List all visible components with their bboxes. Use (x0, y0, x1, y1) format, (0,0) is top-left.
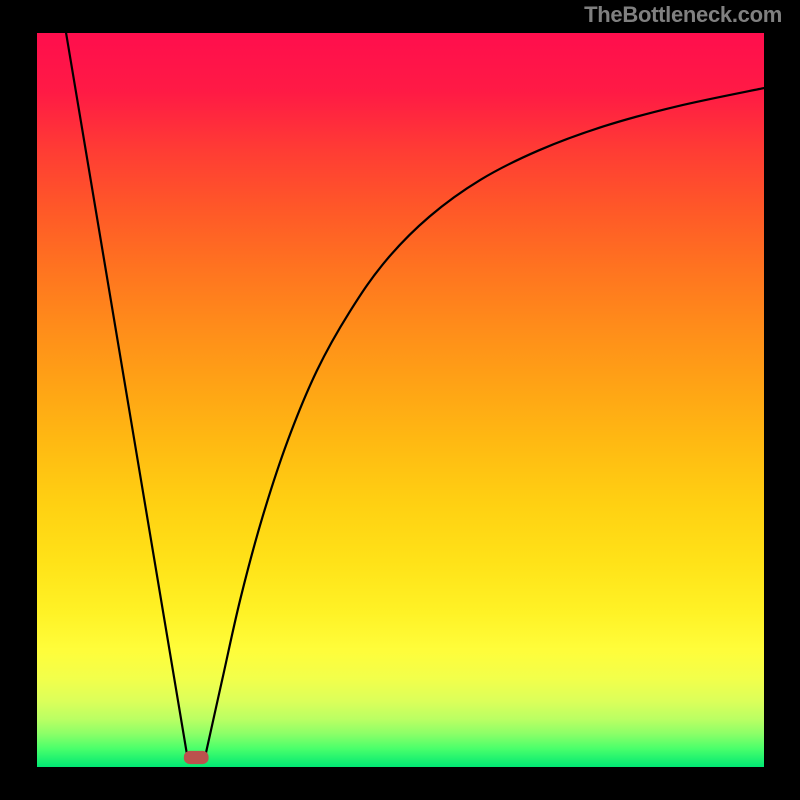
plot-background (37, 33, 764, 767)
watermark-text: TheBottleneck.com (584, 2, 782, 28)
chart-outer: TheBottleneck.com (0, 0, 800, 800)
bottleneck-chart (0, 0, 800, 800)
optimum-marker (184, 751, 209, 764)
